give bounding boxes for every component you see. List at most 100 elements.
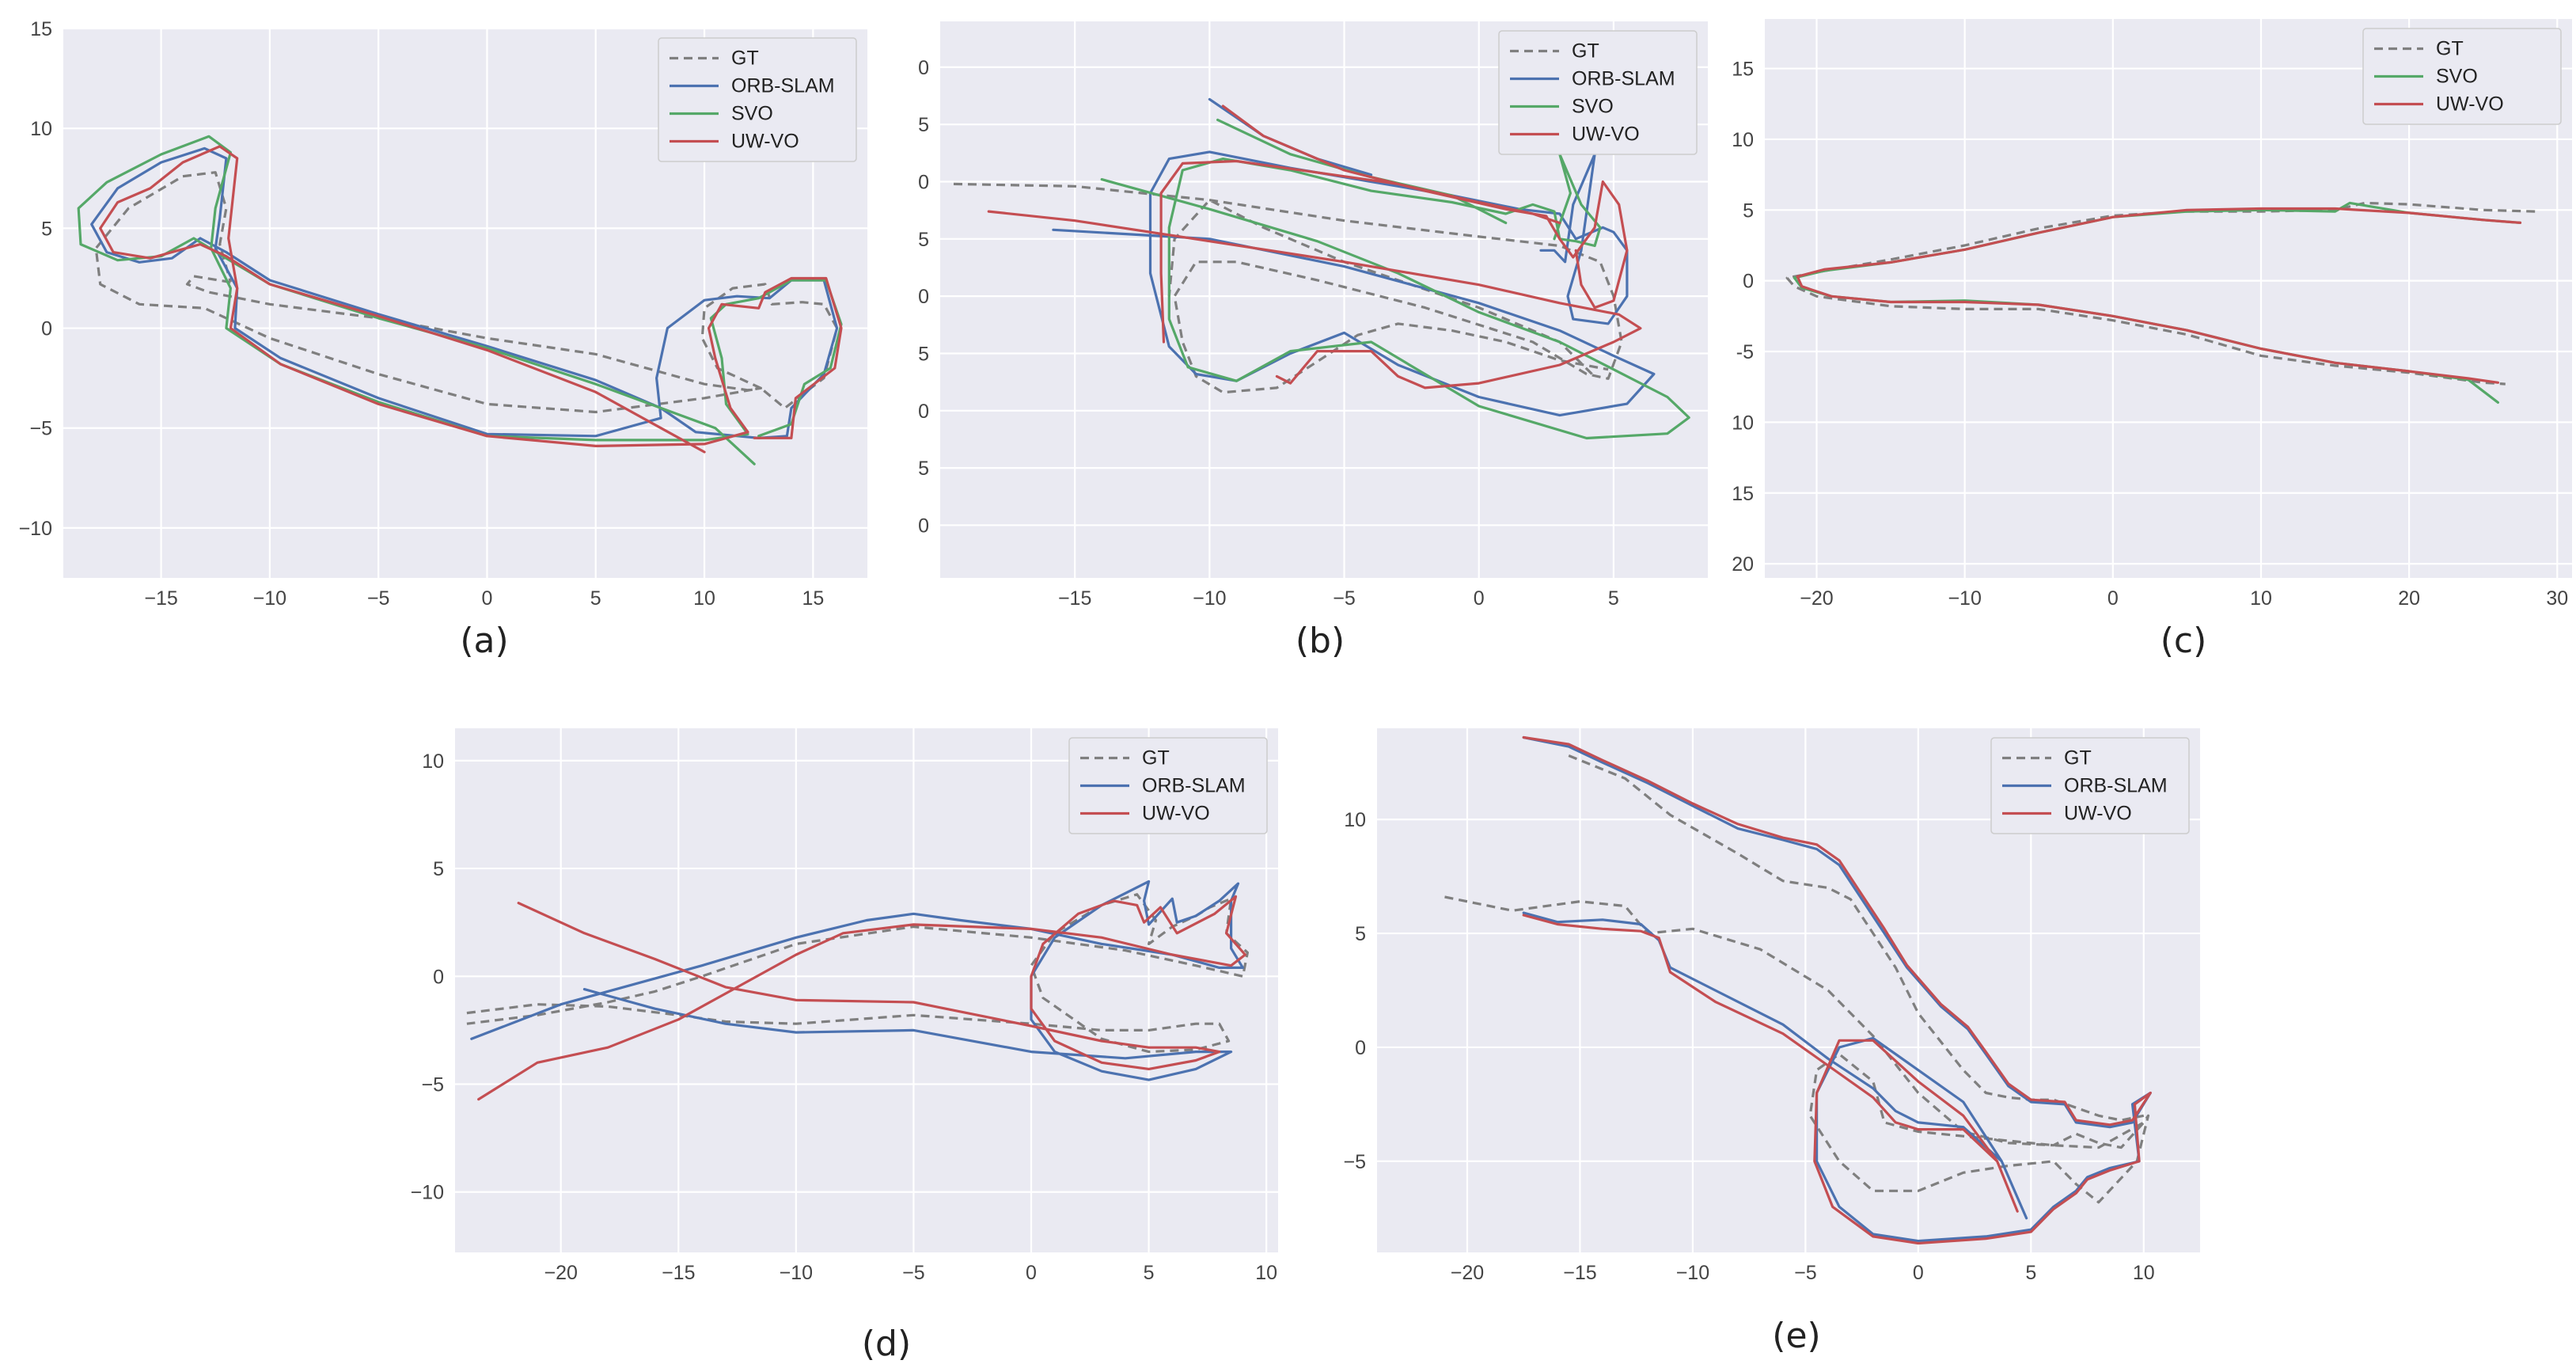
y-tick-label: 0 [918,172,929,194]
y-tick-label: 0 [918,286,929,308]
y-tick-label: -5 [1736,341,1754,363]
x-tick-label: 30 [2546,587,2568,610]
x-tick-label: 5 [2025,1262,2036,1284]
chart-panel-d: −20 −15 −10 −5 0 5 10 −10 −5 0 5 10 GT ORB-SLAM UW-VO … [380,712,1282,1364]
caption-b: (b) [1295,621,1345,661]
x-tick-label: 5 [590,587,601,610]
legend-label-orb-slam: ORB-SLAM [2064,775,2168,797]
x-tick-label: 5 [1144,1262,1155,1284]
caption-a: (a) [460,621,509,661]
x-tick-label: −10 [780,1262,813,1284]
y-tick-label: −5 [29,418,52,440]
legend-box [2362,28,2562,125]
y-tick-label: 10 [1732,129,1754,151]
y-tick-label: 15 [30,18,52,40]
series-line-uw-vo [987,104,1642,389]
x-tick-label: 10 [1255,1262,1277,1284]
chart-panel-e: −20 −15 −10 −5 0 5 10 −5 0 5 10 GT ORB-SLAM UW-VO (e) [1298,712,2216,1363]
x-tick-label: 0 [482,587,493,610]
chart-panel-c: −20 −10 0 10 20 30 20 15 10 -5 0 5 10 15 GT SVO UW-VO (c… [1725,0,2576,681]
x-tick-label: −20 [1451,1262,1484,1284]
x-tick-label: −20 [1800,587,1833,610]
legend-label-uw-vo: UW-VO [1142,803,1210,825]
legend-label-svo: SVO [731,103,773,125]
x-tick-label: 0 [1474,587,1485,610]
x-tick-label: 10 [2250,587,2272,610]
chart-panel-b: −15 −10 −5 0 5 0 5 0 5 0 5 0 5 0 GT ORB-SLAM SVO UW-VO (b… [886,0,1717,681]
y-tick-label: 5 [1355,923,1366,945]
legend-label-gt: GT [1142,747,1170,769]
y-tick-label: 0 [1355,1037,1366,1059]
legend-label-uw-vo: UW-VO [2436,93,2504,116]
y-tick-label: 10 [1732,412,1754,434]
x-tick-label: −15 [1058,587,1091,610]
series-line-uw-vo [1522,735,2152,1245]
x-tick-label: −15 [1563,1262,1596,1284]
chart-b: −15 −10 −5 0 5 0 5 0 5 0 5 0 5 0 GT ORB-SLAM SVO UW-VO [918,21,1708,610]
legend-label-uw-vo: UW-VO [731,131,799,153]
chart-e: −20 −15 −10 −5 0 5 10 −5 0 5 10 GT ORB-SLAM UW-VO [1343,728,2200,1284]
series-line-gt [94,171,839,414]
x-tick-label: −20 [544,1262,578,1284]
y-tick-label: −5 [421,1074,444,1096]
legend-box [1498,30,1698,155]
x-tick-label: −15 [144,587,177,610]
x-tick-label: −5 [1333,587,1356,610]
y-tick-label: 0 [41,318,52,340]
legend-label-svo: SVO [2436,66,2478,88]
x-tick-label: 0 [2107,587,2119,610]
y-tick-label: 5 [918,114,929,136]
y-tick-label: 20 [1732,553,1754,576]
y-tick-label: 0 [918,401,929,423]
x-tick-label: 0 [1026,1262,1037,1284]
legend-box [1990,737,2190,834]
y-tick-label: 5 [918,229,929,251]
legend-label-svo: SVO [1572,96,1614,118]
series-line-uw-vo [99,145,843,454]
caption-e: (e) [1772,1316,1821,1356]
x-tick-label: −10 [1193,587,1226,610]
legend-label-uw-vo: UW-VO [1572,123,1640,146]
caption-c: (c) [2160,621,2207,661]
series-line-uw-vo [1796,207,2522,384]
y-tick-label: 5 [41,218,52,240]
x-tick-label: −10 [1676,1262,1709,1284]
y-tick-label: 5 [918,458,929,480]
x-tick-label: −5 [902,1262,925,1284]
y-tick-label: 0 [1743,271,1754,293]
series-line-orb-slam [1522,735,2152,1243]
y-tick-label: −10 [411,1182,444,1204]
x-tick-label: 10 [2133,1262,2155,1284]
legend-label-orb-slam: ORB-SLAM [731,75,835,97]
chart-c: −20 −10 0 10 20 30 20 15 10 -5 0 5 10 15 GT SVO UW-VO [1732,19,2572,610]
legend-label-gt: GT [1572,40,1599,63]
legend-label-orb-slam: ORB-SLAM [1572,68,1675,90]
y-tick-label: 5 [918,343,929,365]
y-tick-label: 0 [918,57,929,79]
x-tick-label: −15 [662,1262,695,1284]
x-tick-label: 0 [1913,1262,1924,1284]
y-tick-label: −10 [19,518,52,540]
y-tick-label: −5 [1343,1151,1366,1173]
series-line-gt [466,893,1249,1054]
y-tick-label: 0 [433,966,444,988]
legend-label-orb-slam: ORB-SLAM [1142,775,1246,797]
legend-label-uw-vo: UW-VO [2064,803,2132,825]
x-tick-label: 15 [802,587,824,610]
legend-label-gt: GT [2436,38,2464,60]
chart-panel-a: −15 −10 −5 0 5 10 15 −10 −5 0 5 10 15 GT ORB-SLAM SVO UW… [0,0,871,681]
y-tick-label: 10 [30,118,52,140]
y-tick-label: 15 [1732,483,1754,505]
x-tick-label: −5 [1794,1262,1817,1284]
x-tick-label: −10 [253,587,286,610]
caption-d: (d) [861,1324,912,1364]
chart-a: −15 −10 −5 0 5 10 15 −10 −5 0 5 10 15 GT ORB-SLAM SVO UW… [19,18,867,610]
series-line-orb-slam [90,146,839,439]
y-tick-label: 0 [918,515,929,537]
legend-box [658,37,857,162]
legend-label-gt: GT [2064,747,2092,769]
legend-box [1068,737,1268,834]
y-tick-label: 5 [1743,199,1754,222]
y-tick-label: 10 [1344,809,1366,831]
x-tick-label: 5 [1608,587,1619,610]
